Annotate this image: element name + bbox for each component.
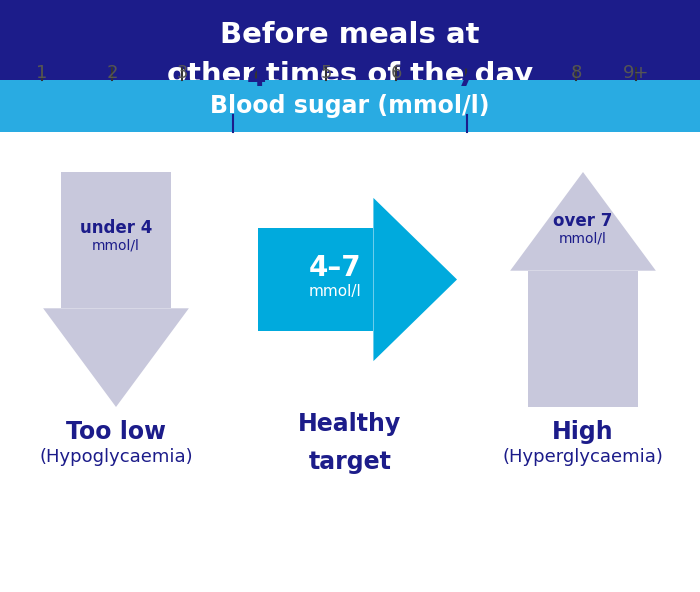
Text: 4: 4	[246, 64, 266, 92]
Text: Blood sugar (mmol/l): Blood sugar (mmol/l)	[210, 94, 490, 118]
Text: Too low: Too low	[66, 420, 166, 444]
Text: 7: 7	[456, 64, 476, 92]
Bar	[0, 80, 700, 132]
Text: 4–7: 4–7	[309, 253, 361, 282]
Text: (Hypoglycaemia): (Hypoglycaemia)	[39, 448, 192, 466]
Bar	[61, 172, 172, 308]
Text: other times of the day: other times of the day	[167, 61, 533, 89]
Bar	[0, 0, 700, 115]
Text: 1: 1	[36, 64, 48, 82]
Text: 2: 2	[106, 64, 118, 82]
Text: (Hyperglycaemia): (Hyperglycaemia)	[503, 448, 664, 466]
Text: 9+: 9+	[623, 64, 650, 82]
Text: over 7: over 7	[553, 212, 612, 230]
Polygon shape	[43, 308, 189, 407]
Text: 8: 8	[570, 64, 582, 82]
Text: 3: 3	[176, 64, 188, 82]
Text: Healthy: Healthy	[298, 412, 402, 436]
Text: mmol/l: mmol/l	[559, 231, 607, 246]
Text: mmol/l: mmol/l	[309, 284, 361, 299]
Text: target: target	[309, 450, 391, 474]
Bar	[258, 228, 373, 332]
Bar	[528, 271, 638, 407]
Text: mmol/l: mmol/l	[92, 239, 140, 253]
Text: 5: 5	[321, 64, 332, 82]
Text: Before meals at: Before meals at	[220, 21, 480, 49]
Polygon shape	[510, 172, 656, 271]
Text: 6: 6	[391, 64, 402, 82]
Polygon shape	[373, 198, 457, 361]
Text: High: High	[552, 420, 614, 444]
Text: under 4: under 4	[80, 219, 152, 237]
